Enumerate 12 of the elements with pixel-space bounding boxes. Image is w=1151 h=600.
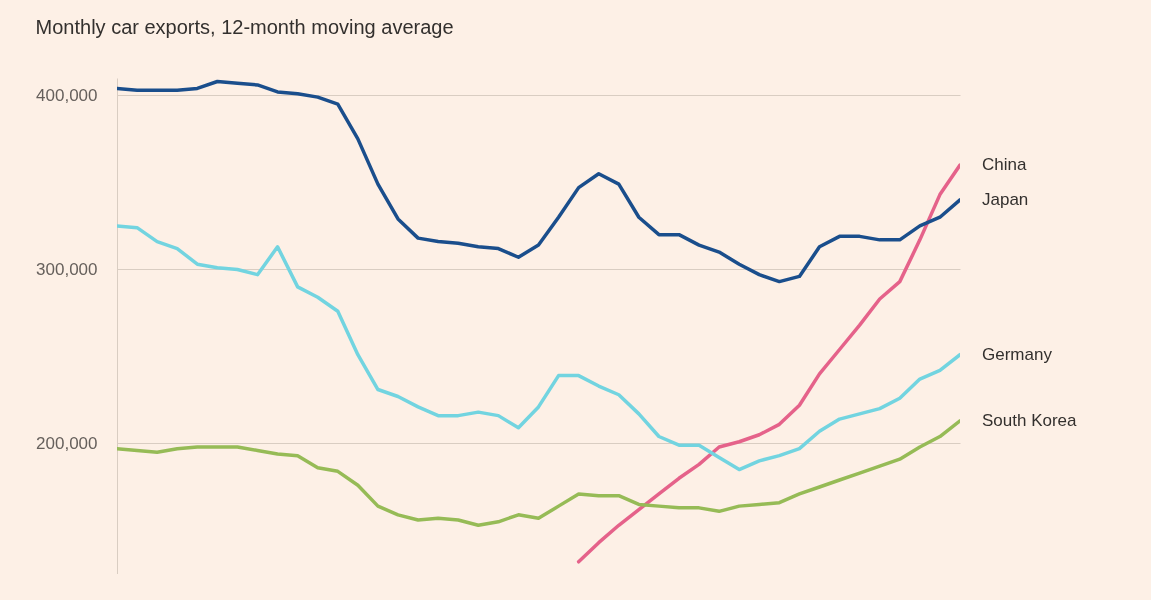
y-tick-label: 400,000 — [36, 85, 98, 105]
line-series — [117, 419, 960, 528]
line-series — [576, 163, 960, 564]
y-tick-label: 300,000 — [36, 259, 98, 279]
chart-title: Monthly car exports, 12-month moving average — [35, 16, 454, 38]
line-series — [117, 224, 960, 472]
series-label: South Korea — [982, 410, 1078, 430]
series-label: Germany — [982, 344, 1053, 364]
series-label: China — [982, 155, 1027, 175]
y-tick-label: 200,000 — [36, 433, 98, 453]
series-label: Japan — [982, 189, 1029, 209]
line-series — [117, 79, 960, 284]
